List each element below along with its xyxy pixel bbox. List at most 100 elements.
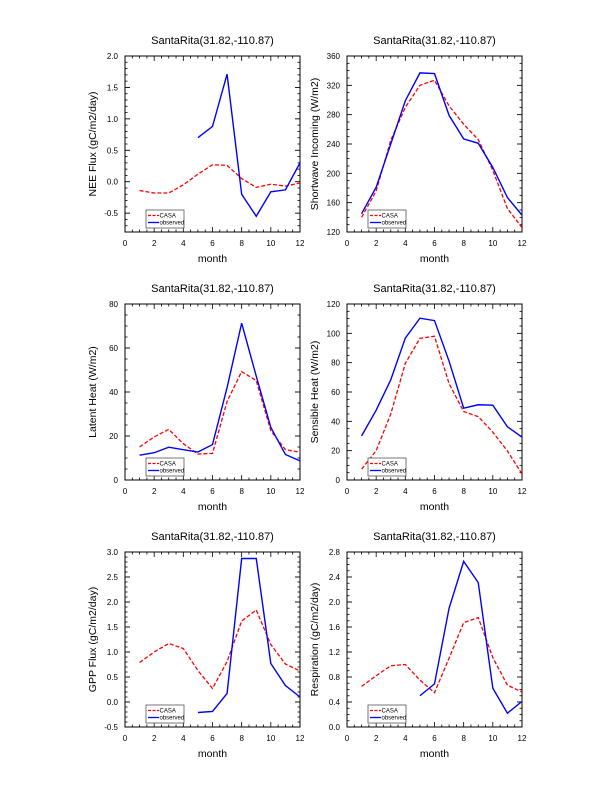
x-tick-label: 10 — [266, 239, 275, 248]
y-tick-label: 60 — [109, 344, 118, 353]
y-axis-label: Sensible Heat (W/m2) — [309, 341, 321, 444]
legend-label-casa: CASA — [160, 709, 176, 715]
y-tick-label: 1.6 — [329, 623, 341, 632]
y-tick-label: 60 — [331, 388, 340, 397]
y-axis-label: Respiration (gC/m2/day) — [309, 583, 321, 697]
plot-frame — [124, 55, 301, 233]
x-tick-label: 2 — [152, 734, 157, 743]
y-tick-label: 40 — [331, 417, 340, 426]
x-axis-label: month — [198, 253, 227, 265]
series-line-casa — [361, 616, 522, 694]
x-tick-label: 4 — [181, 734, 186, 743]
y-axis-label: GPP Flux (gC/m2/day) — [87, 587, 99, 692]
y-tick-label: 0 — [114, 476, 119, 485]
series-line-observed — [197, 557, 300, 714]
y-tick-label: 1.0 — [107, 115, 119, 124]
chart-title: SantaRita(31.82,-110.87) — [151, 531, 274, 543]
chart-title: SantaRita(31.82,-110.87) — [151, 35, 274, 47]
x-tick-label: 0 — [123, 734, 128, 743]
panel-sensible-heat: SantaRita(31.82,-110.87) 0 20 40 60 80 100 120 0… — [309, 283, 527, 513]
legend-label-observed: observed — [382, 716, 407, 722]
series-line-casa — [139, 164, 300, 194]
x-axis-label: month — [420, 748, 449, 760]
y-tick-label: 2.5 — [107, 573, 119, 582]
x-tick-label: 6 — [432, 239, 437, 248]
y-tick-label: 0.0 — [329, 723, 341, 732]
x-tick-label: 8 — [461, 487, 466, 496]
x-tick-label: 10 — [488, 487, 497, 496]
x-tick-label: 8 — [461, 734, 466, 743]
x-tick-label: 8 — [239, 487, 244, 496]
x-axis-label: month — [420, 501, 449, 513]
legend-label-casa: CASA — [382, 214, 398, 220]
legend-box — [367, 209, 407, 229]
plot-frame — [346, 551, 523, 728]
x-tick-label: 6 — [210, 487, 215, 496]
legend-label-casa: CASA — [382, 462, 398, 468]
series-line-observed — [139, 322, 300, 462]
series-line-observed — [197, 74, 300, 218]
legend-label-observed: observed — [160, 716, 185, 722]
x-tick-label: 8 — [461, 239, 466, 248]
x-tick-label: 10 — [266, 734, 275, 743]
legend-box — [145, 209, 185, 229]
panel-respiration: SantaRita(31.82,-110.87) 0.0 0.4 0.8 1.2 1.6 2… — [309, 531, 527, 760]
y-tick-label: 200 — [327, 169, 341, 178]
panel-shortwave-incoming: SantaRita(31.82,-110.87)1201602002402803… — [309, 35, 527, 265]
x-tick-label: 6 — [210, 239, 215, 248]
series-line-casa — [139, 608, 300, 690]
chart-title: SantaRita(31.82,-110.87) — [373, 531, 496, 543]
y-tick-label: 2.0 — [107, 598, 119, 607]
y-tick-label: 320 — [327, 81, 341, 90]
y-tick-label: 280 — [327, 111, 341, 120]
legend-box — [145, 704, 185, 724]
series-line-casa — [361, 79, 522, 228]
y-tick-label: 0.4 — [329, 698, 341, 707]
y-tick-label: 120 — [327, 300, 341, 309]
y-tick-label: 2.0 — [107, 52, 119, 61]
y-tick-label: -0.5 — [104, 723, 118, 732]
y-tick-label: 2.8 — [329, 548, 341, 557]
x-tick-label: 6 — [432, 487, 437, 496]
y-tick-label: 40 — [109, 388, 118, 397]
legend-box — [145, 457, 185, 477]
x-tick-label: 10 — [488, 239, 497, 248]
legend-label-casa: CASA — [160, 214, 176, 220]
x-tick-label: 2 — [374, 239, 379, 248]
x-tick-label: 8 — [239, 734, 244, 743]
y-tick-label: 120 — [327, 228, 341, 237]
x-tick-label: 12 — [518, 487, 527, 496]
y-tick-label: 100 — [327, 329, 341, 338]
x-tick-label: 4 — [403, 487, 408, 496]
x-tick-label: 12 — [296, 734, 305, 743]
y-tick-label: 1.2 — [329, 648, 341, 657]
legend-box — [367, 457, 407, 477]
x-tick-label: 6 — [210, 734, 215, 743]
legend-label-casa: CASA — [382, 709, 398, 715]
y-tick-label: 3.0 — [107, 548, 119, 557]
x-tick-label: 4 — [403, 239, 408, 248]
x-tick-label: 4 — [181, 239, 186, 248]
y-tick-label: 0 — [336, 476, 341, 485]
series-line-observed — [360, 72, 522, 216]
y-tick-label: 0.0 — [107, 698, 119, 707]
x-tick-label: 2 — [152, 487, 157, 496]
y-tick-label: 20 — [109, 432, 118, 441]
y-tick-label: 2.0 — [329, 598, 341, 607]
x-tick-label: 10 — [266, 487, 275, 496]
x-axis-label: month — [420, 253, 449, 265]
y-tick-label: 20 — [331, 447, 340, 456]
y-tick-label: 0.5 — [107, 673, 119, 682]
series-line-observed — [360, 317, 522, 438]
legend-label-observed: observed — [160, 469, 185, 475]
y-tick-label: 1.0 — [107, 648, 119, 657]
legend-box — [367, 704, 407, 724]
x-tick-label: 12 — [296, 239, 305, 248]
series-line-casa — [361, 335, 522, 475]
x-tick-label: 0 — [123, 487, 128, 496]
y-tick-label: 240 — [327, 140, 341, 149]
